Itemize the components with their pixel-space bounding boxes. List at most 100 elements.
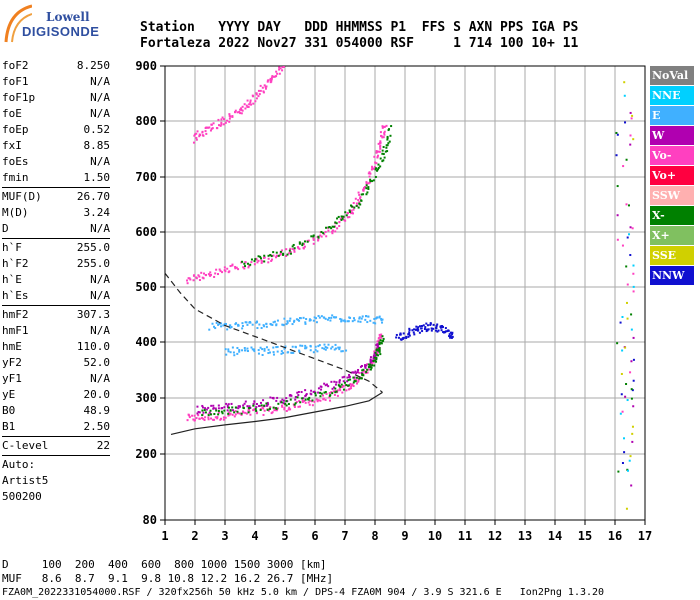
echo-point xyxy=(379,141,382,144)
echo-point xyxy=(353,206,356,209)
echo-point xyxy=(198,275,201,278)
echo-point xyxy=(367,172,370,175)
echo-point xyxy=(342,215,345,218)
param-row: hmE 110.0 xyxy=(2,339,110,355)
echo-point xyxy=(220,410,223,413)
echo-point xyxy=(259,257,262,260)
echo-point xyxy=(322,232,325,235)
echo-point xyxy=(263,256,266,259)
echo-point xyxy=(275,346,278,349)
echo-point xyxy=(379,353,382,356)
echo-point xyxy=(241,324,244,327)
echo-point xyxy=(357,206,360,209)
param-row: hmF1 N/A xyxy=(2,323,110,339)
echo-point xyxy=(376,340,379,343)
echo-point xyxy=(331,225,334,228)
echo-point xyxy=(419,325,422,328)
param-key: h`F2 xyxy=(2,257,29,270)
echo-point xyxy=(187,277,190,280)
echo-point xyxy=(348,210,351,213)
y-tick-label: 200 xyxy=(135,447,157,461)
echo-point xyxy=(448,335,451,338)
echo-point xyxy=(224,416,227,419)
echo-point xyxy=(281,398,284,401)
echo-point xyxy=(621,349,624,352)
echo-point xyxy=(195,132,198,135)
echo-point xyxy=(347,320,350,323)
echo-point xyxy=(367,366,370,369)
echo-point xyxy=(338,380,341,383)
y-tick-label: 300 xyxy=(135,391,157,405)
echo-point xyxy=(202,277,205,280)
echo-point xyxy=(283,406,286,409)
echo-point xyxy=(306,240,309,243)
echo-point xyxy=(386,137,389,140)
echo-point xyxy=(214,327,217,330)
echo-point xyxy=(275,409,278,412)
echo-point xyxy=(328,396,331,399)
echo-point xyxy=(275,70,278,73)
echo-point xyxy=(625,265,628,268)
x-tick-label: 1 xyxy=(161,529,168,543)
echo-point xyxy=(272,353,275,356)
echo-point xyxy=(382,153,385,156)
echo-point xyxy=(615,131,618,134)
echo-point xyxy=(360,317,363,320)
echo-point xyxy=(348,387,351,390)
echo-point xyxy=(377,343,380,346)
echo-point xyxy=(386,144,389,147)
echo-point xyxy=(259,408,262,411)
echo-point xyxy=(233,354,236,357)
param-key: foE xyxy=(2,107,22,120)
echo-point xyxy=(253,260,256,263)
echo-point xyxy=(270,76,273,79)
echo-point xyxy=(365,315,368,318)
echo-point xyxy=(376,154,379,157)
echo-point xyxy=(267,352,270,355)
echo-point xyxy=(229,412,232,415)
echo-point xyxy=(310,389,313,392)
echo-point xyxy=(616,238,619,241)
echo-point xyxy=(412,331,415,334)
echo-point xyxy=(339,317,342,320)
echo-point xyxy=(204,411,207,414)
echo-point xyxy=(338,225,341,228)
echo-point xyxy=(267,79,270,82)
echo-point xyxy=(632,272,635,275)
echo-point xyxy=(314,345,317,348)
echo-point xyxy=(355,376,358,379)
echo-point xyxy=(294,345,297,348)
echo-point xyxy=(212,404,215,407)
echo-point xyxy=(381,152,384,155)
echo-point xyxy=(632,290,635,293)
echo-point xyxy=(451,335,454,338)
param-row: C-level 22 xyxy=(2,438,110,454)
echo-point xyxy=(298,400,301,403)
echo-point xyxy=(378,343,381,346)
echo-point xyxy=(275,407,278,410)
legend-item-x-minus: X- xyxy=(650,206,694,225)
echo-point xyxy=(631,425,634,428)
echo-point xyxy=(229,409,232,412)
echo-point xyxy=(280,352,283,355)
echo-point xyxy=(287,252,290,255)
param-key: foF1 xyxy=(2,75,29,88)
x-tick-label: 16 xyxy=(608,529,622,543)
echo-point xyxy=(228,120,231,123)
echo-point xyxy=(358,317,361,320)
echo-point xyxy=(350,371,353,374)
echo-point xyxy=(366,191,369,194)
echo-point xyxy=(313,316,316,319)
echo-point xyxy=(304,394,307,397)
echo-point xyxy=(188,416,191,419)
echo-point xyxy=(401,337,404,340)
echo-point xyxy=(209,129,212,132)
echo-point xyxy=(293,319,296,322)
echo-point xyxy=(343,375,346,378)
echo-point xyxy=(212,407,215,410)
echo-point xyxy=(275,75,278,78)
echo-point xyxy=(325,383,328,386)
echo-point xyxy=(257,89,260,92)
echo-point xyxy=(241,260,244,263)
echo-point xyxy=(385,124,388,127)
